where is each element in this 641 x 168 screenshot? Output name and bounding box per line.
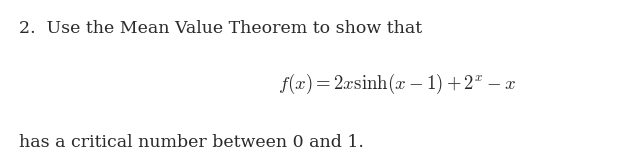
Text: $f(x) = 2x\sinh(x-1) + 2^x - x$: $f(x) = 2x\sinh(x-1) + 2^x - x$	[278, 72, 517, 96]
Text: 2.  Use the Mean Value Theorem to show that: 2. Use the Mean Value Theorem to show th…	[19, 20, 422, 37]
Text: has a critical number between 0 and 1.: has a critical number between 0 and 1.	[19, 134, 364, 151]
